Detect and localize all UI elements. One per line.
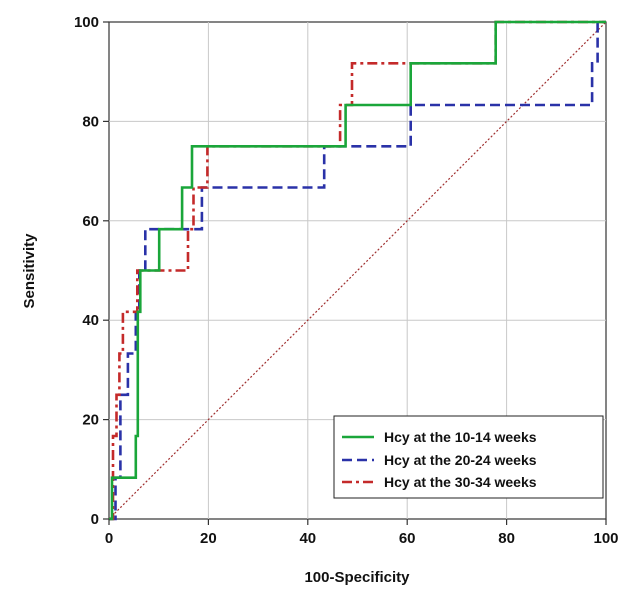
x-tick-label: 0 bbox=[105, 530, 113, 547]
x-tick-label: 40 bbox=[299, 530, 316, 547]
tick-group bbox=[103, 21, 607, 525]
y-tick-label: 100 bbox=[74, 14, 99, 31]
x-tick-label: 80 bbox=[498, 530, 515, 547]
y-axis-label: Sensitivity bbox=[21, 233, 38, 309]
tick-label-group: 0 20 40 60 80 100 0 20 40 60 80 100 bbox=[74, 14, 619, 547]
y-tick-label: 0 bbox=[91, 511, 99, 528]
legend-label-2: Hcy at the 20-24 weeks bbox=[384, 452, 537, 468]
series-line-1 bbox=[109, 20, 606, 521]
x-axis-label: 100-Specificity bbox=[304, 569, 410, 586]
legend: Hcy at the 10-14 weeks Hcy at the 20-24 … bbox=[333, 415, 604, 499]
x-tick-label: 100 bbox=[593, 530, 618, 547]
series-group bbox=[108, 20, 607, 521]
legend-label-3: Hcy at the 30-34 weeks bbox=[384, 474, 537, 490]
y-tick-label: 80 bbox=[82, 113, 99, 130]
legend-box bbox=[333, 415, 604, 499]
y-tick-label: 60 bbox=[82, 213, 99, 230]
legend-label-1: Hcy at the 10-14 weeks bbox=[384, 429, 537, 445]
x-tick-label: 20 bbox=[200, 530, 217, 547]
x-tick-label: 60 bbox=[399, 530, 416, 547]
y-tick-label: 40 bbox=[82, 312, 99, 329]
y-tick-label: 20 bbox=[82, 412, 99, 429]
